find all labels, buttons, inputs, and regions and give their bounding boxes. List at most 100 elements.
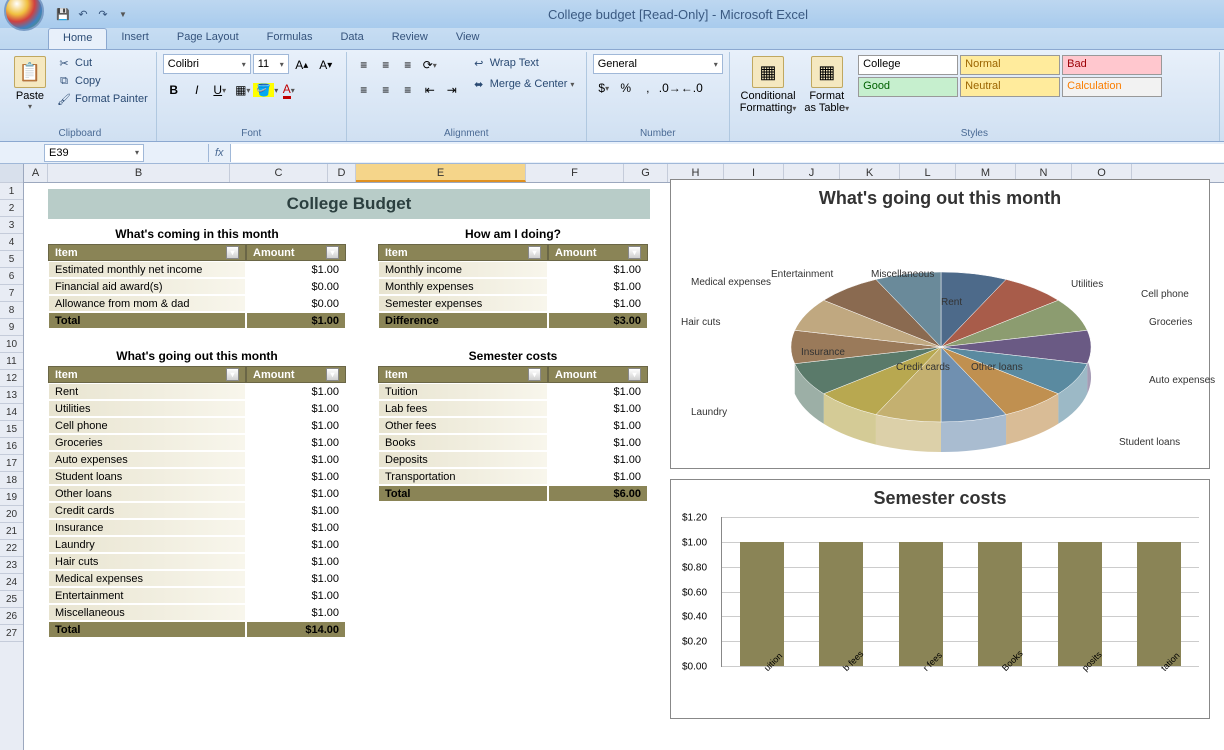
shrink-font-button[interactable]: A▾ <box>315 54 337 76</box>
filter-icon[interactable]: ▾ <box>628 246 641 259</box>
col-header-C[interactable]: C <box>230 164 328 182</box>
table-row[interactable]: Credit cards$1.00 <box>48 502 346 519</box>
table-row[interactable]: Insurance$1.00 <box>48 519 346 536</box>
table-row[interactable]: Semester expenses$1.00 <box>378 295 648 312</box>
align-mid-button[interactable]: ≡ <box>375 54 397 76</box>
table-row[interactable]: Utilities$1.00 <box>48 400 346 417</box>
table-row[interactable]: Deposits$1.00 <box>378 451 648 468</box>
table-row[interactable]: Other fees$1.00 <box>378 417 648 434</box>
table-row[interactable]: Student loans$1.00 <box>48 468 346 485</box>
col-header-G[interactable]: G <box>624 164 668 182</box>
table-header[interactable]: Item▾ <box>48 244 246 261</box>
format-painter-button[interactable]: 🖌Format Painter <box>54 90 150 108</box>
row-header-19[interactable]: 19 <box>0 489 23 506</box>
table-row[interactable]: Entertainment$1.00 <box>48 587 346 604</box>
tab-data[interactable]: Data <box>326 28 377 49</box>
border-button[interactable]: ▦▾ <box>232 79 254 101</box>
col-header-E[interactable]: E <box>356 164 526 182</box>
table-header[interactable]: Amount▾ <box>548 366 648 383</box>
conditional-formatting-button[interactable]: ▦ Conditional Formatting▾ <box>736 54 801 116</box>
bar-chart[interactable]: Semester costs $1.20$1.00$0.80$0.60$0.40… <box>670 479 1210 719</box>
table-row[interactable]: Monthly expenses$1.00 <box>378 278 648 295</box>
merge-center-button[interactable]: ⬌Merge & Center▾ <box>469 75 577 93</box>
percent-button[interactable]: % <box>615 77 637 99</box>
table-row[interactable]: Groceries$1.00 <box>48 434 346 451</box>
table-row[interactable]: Books$1.00 <box>378 434 648 451</box>
row-header-20[interactable]: 20 <box>0 506 23 523</box>
select-all-cell[interactable] <box>0 164 23 183</box>
col-header-D[interactable]: D <box>328 164 356 182</box>
row-header-21[interactable]: 21 <box>0 523 23 540</box>
table-row[interactable]: Other loans$1.00 <box>48 485 346 502</box>
col-header-A[interactable]: A <box>24 164 48 182</box>
align-center-button[interactable]: ≡ <box>375 79 397 101</box>
table-row[interactable]: Laundry$1.00 <box>48 536 346 553</box>
style-calculation[interactable]: Calculation <box>1062 77 1162 97</box>
italic-button[interactable]: I <box>186 79 208 101</box>
inc-indent-button[interactable]: ⇥ <box>441 79 463 101</box>
underline-button[interactable]: U▾ <box>209 79 231 101</box>
align-right-button[interactable]: ≡ <box>397 79 419 101</box>
table-header[interactable]: Item▾ <box>378 366 548 383</box>
row-header-11[interactable]: 11 <box>0 353 23 370</box>
font-size-combo[interactable]: 11▾ <box>253 54 289 74</box>
orientation-button[interactable]: ⟳▾ <box>419 54 441 76</box>
row-header-17[interactable]: 17 <box>0 455 23 472</box>
formula-input[interactable] <box>231 144 1224 162</box>
row-header-2[interactable]: 2 <box>0 200 23 217</box>
undo-icon[interactable]: ↶ <box>74 5 92 23</box>
tab-page-layout[interactable]: Page Layout <box>163 28 253 49</box>
align-top-button[interactable]: ≡ <box>353 54 375 76</box>
table-header[interactable]: Amount▾ <box>246 244 346 261</box>
table-header[interactable]: Item▾ <box>378 244 548 261</box>
table-row[interactable]: Medical expenses$1.00 <box>48 570 346 587</box>
qat-dropdown-icon[interactable]: ▼ <box>114 5 132 23</box>
row-header-13[interactable]: 13 <box>0 387 23 404</box>
pie-chart[interactable]: What's going out this month Medical expe… <box>670 179 1210 469</box>
row-header-7[interactable]: 7 <box>0 285 23 302</box>
row-header-1[interactable]: 1 <box>0 183 23 200</box>
filter-icon[interactable]: ▾ <box>528 368 541 381</box>
table-row[interactable]: Rent$1.00 <box>48 383 346 400</box>
cell-styles-gallery[interactable]: CollegeNormalBadGoodNeutralCalculation <box>857 54 1177 98</box>
name-box[interactable]: E39▾ <box>44 144 144 162</box>
style-bad[interactable]: Bad <box>1062 55 1162 75</box>
tab-review[interactable]: Review <box>378 28 442 49</box>
tab-view[interactable]: View <box>442 28 494 49</box>
row-header-15[interactable]: 15 <box>0 421 23 438</box>
format-as-table-button[interactable]: ▦ Format as Table▾ <box>800 54 853 116</box>
grid-body[interactable]: ABCDEFGHIJKLMNO College Budget What's co… <box>24 164 1224 750</box>
tab-home[interactable]: Home <box>48 28 107 49</box>
tab-formulas[interactable]: Formulas <box>253 28 327 49</box>
fx-icon[interactable]: fx <box>208 144 231 162</box>
filter-icon[interactable]: ▾ <box>226 368 239 381</box>
filter-icon[interactable]: ▾ <box>226 246 239 259</box>
style-good[interactable]: Good <box>858 77 958 97</box>
row-header-22[interactable]: 22 <box>0 540 23 557</box>
row-header-26[interactable]: 26 <box>0 608 23 625</box>
filter-icon[interactable]: ▾ <box>528 246 541 259</box>
row-header-8[interactable]: 8 <box>0 302 23 319</box>
row-header-10[interactable]: 10 <box>0 336 23 353</box>
row-header-5[interactable]: 5 <box>0 251 23 268</box>
col-header-B[interactable]: B <box>48 164 230 182</box>
dec-indent-button[interactable]: ⇤ <box>419 79 441 101</box>
table-row[interactable]: Auto expenses$1.00 <box>48 451 346 468</box>
table-row[interactable]: Lab fees$1.00 <box>378 400 648 417</box>
wrap-text-button[interactable]: ↩Wrap Text <box>469 54 577 72</box>
font-color-button[interactable]: A▾ <box>278 79 300 101</box>
row-header-3[interactable]: 3 <box>0 217 23 234</box>
number-format-combo[interactable]: General▾ <box>593 54 723 74</box>
table-header[interactable]: Amount▾ <box>246 366 346 383</box>
filter-icon[interactable]: ▾ <box>628 368 641 381</box>
row-header-27[interactable]: 27 <box>0 625 23 642</box>
table-header[interactable]: Item▾ <box>48 366 246 383</box>
grow-font-button[interactable]: A▴ <box>291 54 313 76</box>
bold-button[interactable]: B <box>163 79 185 101</box>
style-normal[interactable]: Normal <box>960 55 1060 75</box>
tab-insert[interactable]: Insert <box>107 28 163 49</box>
filter-icon[interactable]: ▾ <box>326 246 339 259</box>
paste-button[interactable]: 📋 Paste ▾ <box>10 54 50 113</box>
inc-decimal-button[interactable]: .0→ <box>659 77 681 99</box>
fill-color-button[interactable]: 🪣▾ <box>255 79 277 101</box>
